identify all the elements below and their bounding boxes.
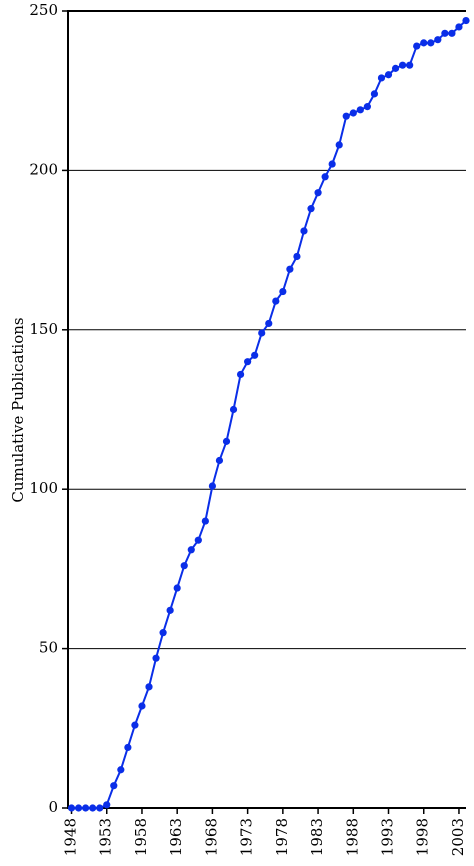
point [145, 683, 153, 691]
y-tick-label: 50 [39, 639, 58, 657]
point [229, 405, 238, 414]
point [307, 205, 315, 213]
point [377, 74, 386, 82]
x-tick-label: 1993 [379, 818, 397, 856]
x-tick-label: 1968 [202, 818, 220, 856]
x-tick-label: 1953 [97, 818, 115, 856]
point [427, 39, 435, 47]
point [166, 606, 174, 614]
y-tick-label: 0 [48, 798, 58, 816]
point [420, 39, 428, 47]
point [173, 584, 181, 592]
point [194, 536, 202, 544]
point [272, 297, 280, 305]
point [455, 23, 463, 31]
point [448, 29, 456, 37]
point [103, 801, 111, 809]
point [314, 189, 322, 197]
point [208, 482, 217, 490]
point [434, 36, 442, 44]
point [96, 804, 104, 812]
x-tick-label: 1963 [167, 818, 185, 856]
point [138, 702, 146, 710]
x-tick-label: 1973 [238, 818, 256, 856]
point [363, 103, 371, 111]
point [74, 804, 83, 812]
point [215, 456, 224, 465]
point [279, 287, 287, 296]
point [300, 227, 308, 235]
line [71, 19, 467, 809]
point [356, 106, 364, 114]
point [89, 804, 97, 812]
y-tick-label: 150 [29, 320, 58, 338]
x-tick-label: 1958 [132, 818, 150, 856]
point [384, 71, 393, 79]
point [293, 252, 301, 261]
point [159, 629, 167, 637]
point [370, 90, 379, 98]
point [406, 61, 414, 69]
point [258, 329, 266, 337]
point [67, 804, 76, 812]
point [117, 766, 125, 774]
point [413, 42, 421, 50]
x-tick-label: 1988 [343, 818, 361, 856]
point [441, 29, 449, 37]
y-axis-label: Cumulative Publications [9, 317, 27, 502]
point [342, 112, 350, 120]
x-tick-label: 2003 [449, 818, 467, 856]
y-tick-label: 100 [29, 479, 58, 497]
x-tick-label: 1998 [414, 818, 432, 856]
y-tick-label: 250 [29, 1, 58, 19]
point [321, 173, 329, 181]
point [110, 782, 118, 790]
point [187, 546, 195, 554]
point [236, 370, 245, 379]
point [335, 141, 343, 149]
point [265, 319, 273, 328]
point [201, 517, 209, 525]
point [131, 721, 139, 729]
point [180, 562, 188, 570]
axis-frame [67, 10, 466, 809]
point [82, 804, 90, 812]
point [286, 265, 294, 273]
point [251, 351, 259, 359]
point [349, 109, 357, 117]
x-tick-label: 1983 [308, 818, 326, 856]
y-tick-label: 200 [29, 160, 58, 178]
point [399, 61, 407, 69]
point [462, 16, 470, 25]
point [244, 358, 252, 366]
point [222, 437, 231, 445]
point [152, 654, 160, 662]
point [124, 743, 132, 752]
x-tick-label: 1978 [273, 818, 291, 856]
point [328, 160, 336, 168]
point [391, 64, 400, 72]
x-tick-label: 1948 [62, 818, 80, 856]
